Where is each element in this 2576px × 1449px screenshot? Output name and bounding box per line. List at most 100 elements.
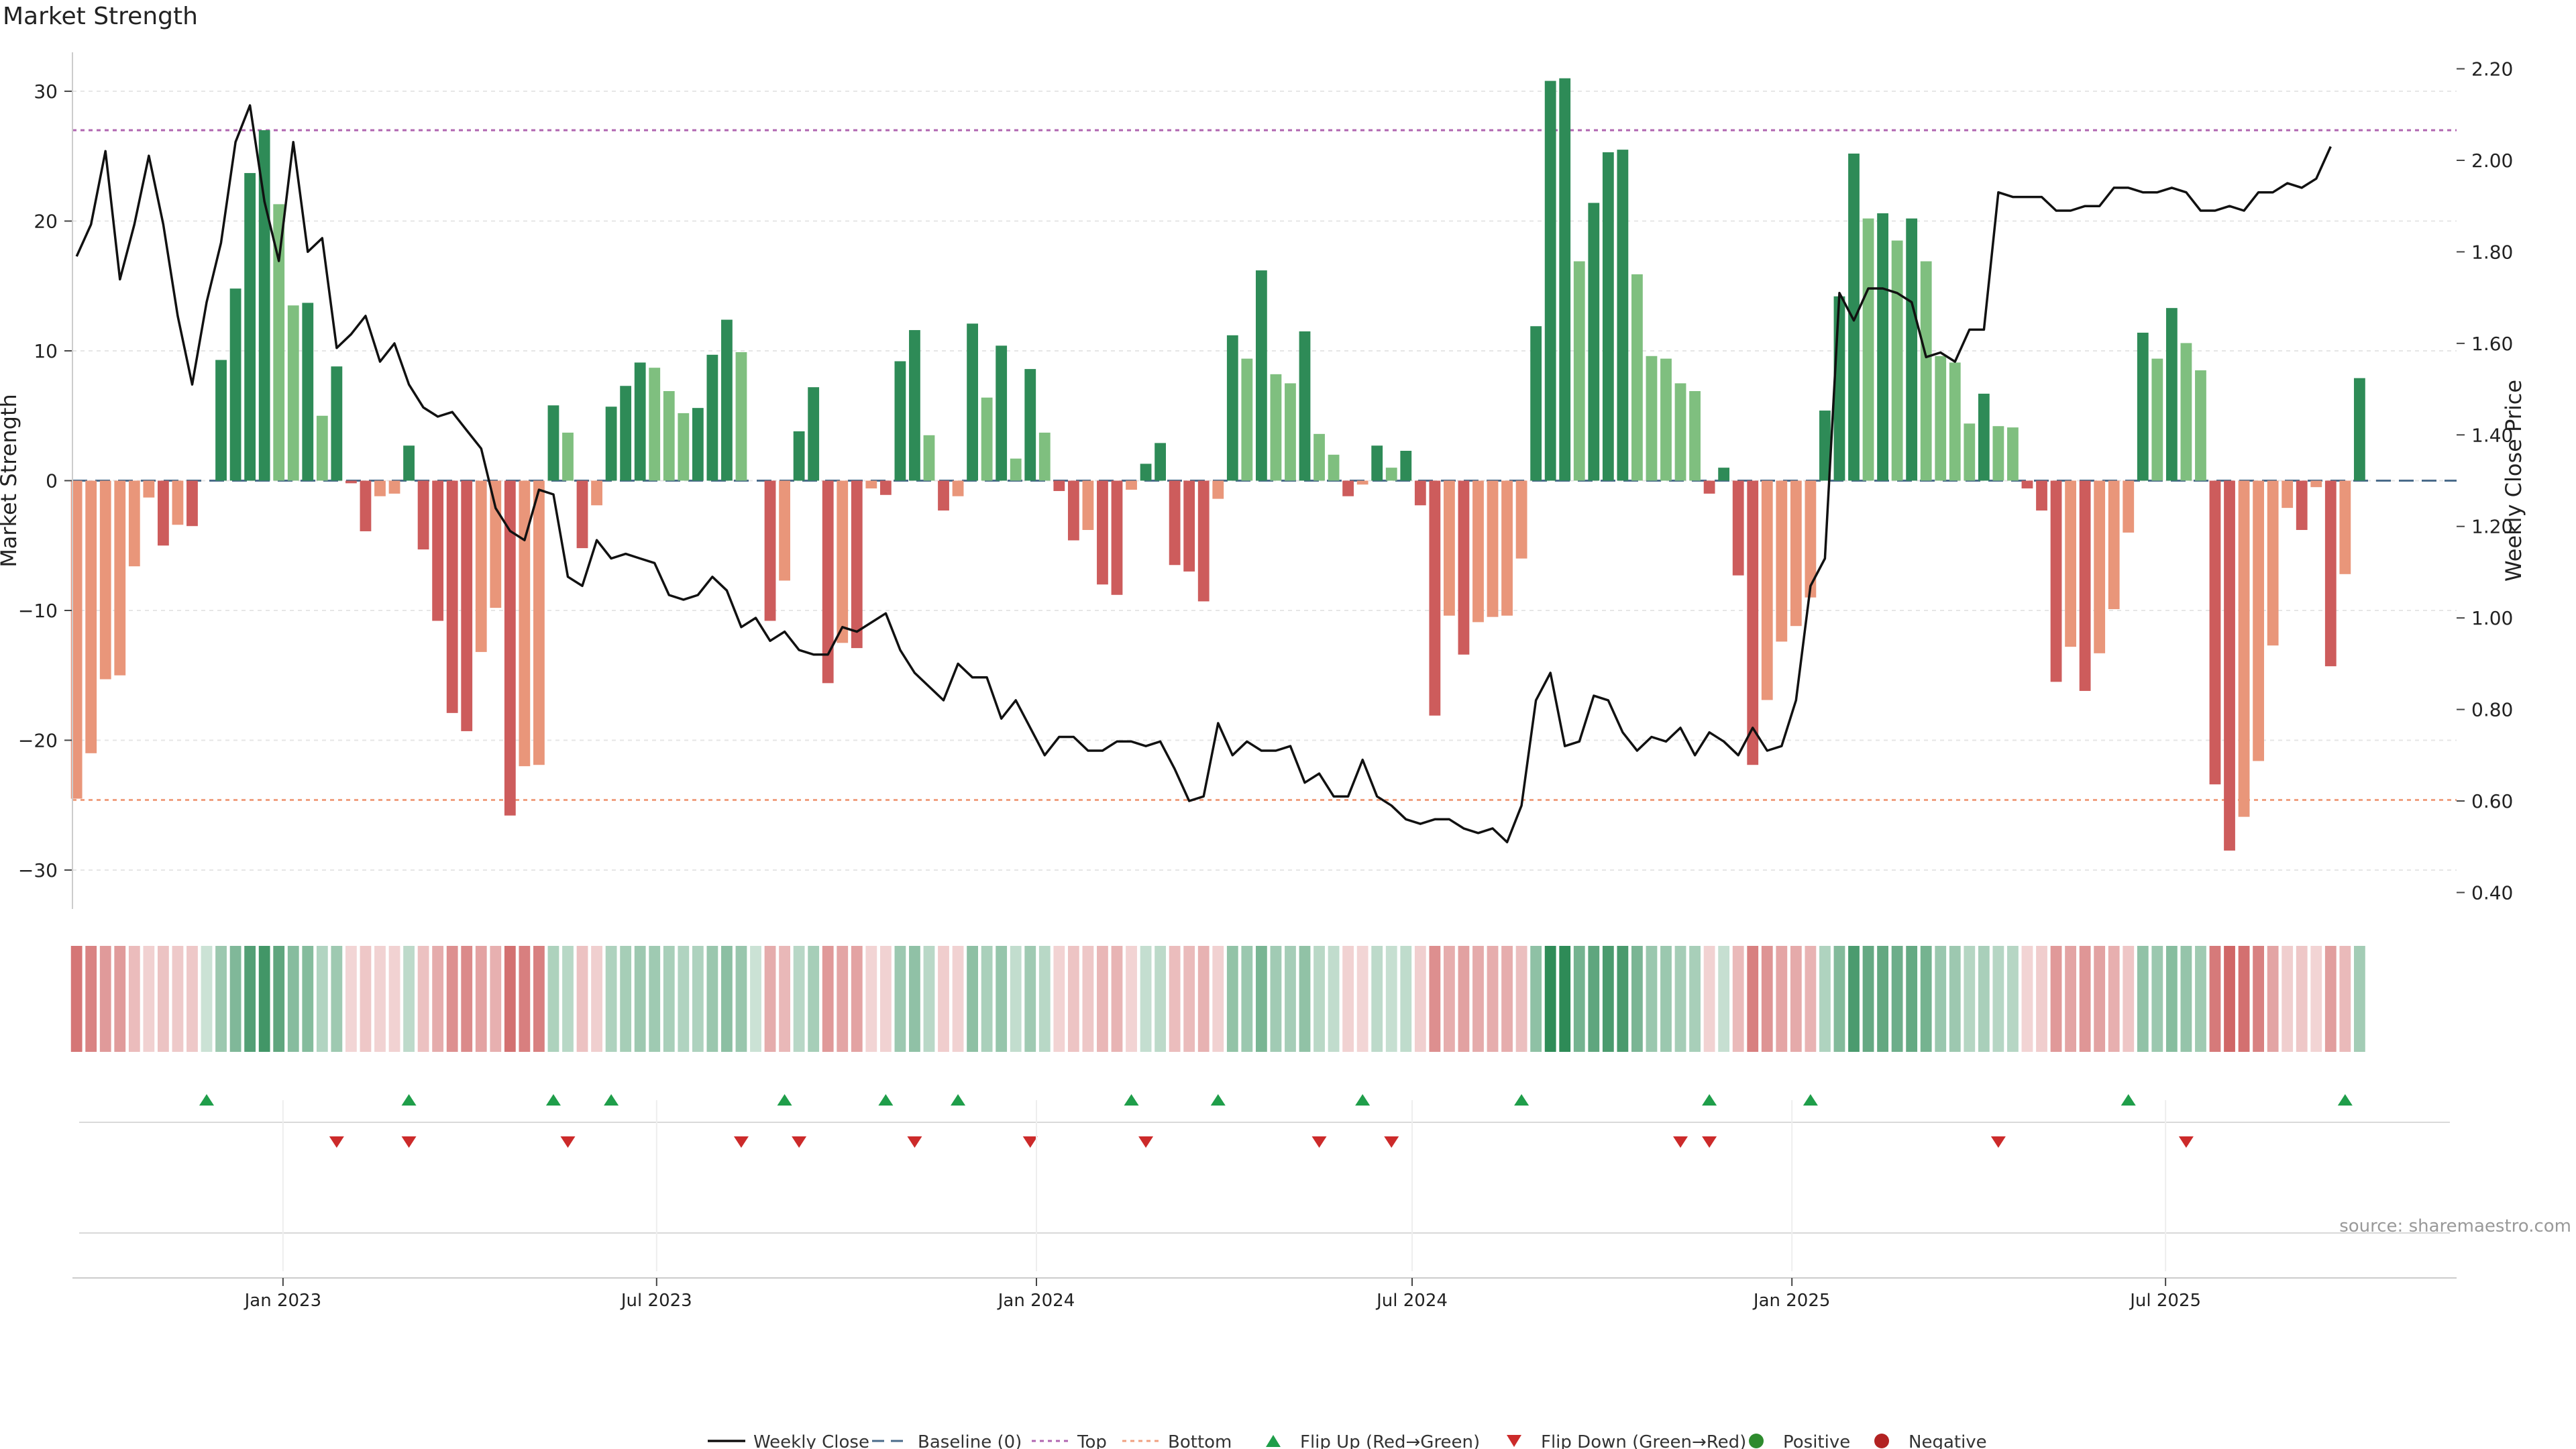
strength-bar (649, 368, 661, 481)
strength-bar (360, 480, 372, 531)
flip-down-marker (792, 1136, 807, 1148)
heat-cell (764, 946, 776, 1052)
strength-bar (2253, 480, 2265, 761)
strength-bar (605, 407, 617, 481)
strength-bar (1385, 468, 1397, 481)
heat-cell (2282, 946, 2294, 1052)
heat-cell (952, 946, 964, 1052)
heat-cell (1328, 946, 1340, 1052)
strength-bar (1660, 358, 1672, 481)
strength-bar (793, 431, 805, 481)
y-tick-label: −20 (18, 729, 58, 751)
heat-cell (620, 946, 632, 1052)
strength-bar (952, 480, 964, 496)
flip-up-marker (2121, 1094, 2136, 1106)
strength-bar (2108, 480, 2120, 610)
flip-down-marker (1311, 1136, 1327, 1148)
strength-bar (808, 387, 820, 481)
flip-up-marker (1210, 1094, 1226, 1106)
y-axis-label: Market Strength (0, 394, 21, 568)
chart-title: Market Strength (3, 3, 198, 30)
strength-bar (996, 345, 1008, 481)
strength-bar (2151, 358, 2163, 481)
heat-cell (822, 946, 834, 1052)
heat-cell (2036, 946, 2047, 1052)
strength-bar (461, 480, 473, 731)
heat-cell (1530, 946, 1542, 1052)
flip-down-marker (560, 1136, 576, 1148)
heat-cell (591, 946, 602, 1052)
strength-bar (967, 323, 978, 481)
heat-cell (374, 946, 386, 1052)
strength-bar (1328, 454, 1340, 481)
heat-cell (1299, 946, 1311, 1052)
heat-cell (1097, 946, 1108, 1052)
heat-cell (2007, 946, 2019, 1052)
heat-cell (273, 946, 285, 1052)
heat-cell (1515, 946, 1527, 1052)
heat-cell (316, 946, 328, 1052)
strength-bar (331, 366, 343, 481)
heat-cell (649, 946, 661, 1052)
heat-cell (172, 946, 184, 1052)
x-tick-label: Jul 2023 (620, 1291, 692, 1311)
strength-bar (822, 480, 834, 684)
heat-cell (446, 946, 458, 1052)
strength-bar (1906, 218, 1918, 481)
strength-bar (1833, 296, 1845, 481)
strength-bar (2324, 480, 2337, 667)
heat-cell (1356, 946, 1368, 1052)
strength-bar (1573, 261, 1585, 481)
y-tick-label: −30 (18, 859, 58, 881)
flip-down-marker (1673, 1136, 1688, 1148)
heat-cell (1761, 946, 1773, 1052)
strength-bar (1674, 383, 1686, 481)
strength-bars (70, 78, 2365, 851)
legend-label: Flip Up (Red→Green) (1300, 1432, 1480, 1449)
heat-cell (1703, 946, 1715, 1052)
strength-bar (1703, 480, 1715, 494)
legend-label: Baseline (0) (918, 1432, 1022, 1449)
heat-cell (519, 946, 531, 1052)
heat-cell (2267, 946, 2279, 1052)
strength-bar (1487, 480, 1499, 617)
strength-bar (1920, 261, 1932, 481)
heat-cell (721, 946, 733, 1052)
heat-cell (1689, 946, 1701, 1052)
strength-bar (1255, 270, 1267, 481)
strength-bar (519, 480, 531, 767)
heat-cell (403, 946, 415, 1052)
strength-bar (1038, 432, 1051, 481)
heat-cell (1038, 946, 1051, 1052)
strength-bar (345, 480, 357, 484)
y2-tick-label: 1.00 (2471, 607, 2513, 629)
heat-cell (1226, 946, 1238, 1052)
axes-layer: 30 20 10 0 −10 −20 −30 2.20 2.00 1.80 1.60 1.40 1.20… (0, 52, 2526, 909)
strength-bar (1631, 274, 1643, 481)
legend-negative-symbol (1874, 1434, 1889, 1448)
strength-bar (706, 354, 718, 481)
heat-cell (1891, 946, 1903, 1052)
source-label: source: sharemaestro.com (2339, 1216, 2571, 1236)
heat-cell (1472, 946, 1484, 1052)
strength-bar (273, 204, 285, 481)
flip-up-marker (878, 1094, 894, 1106)
y2-tick-label: 2.20 (2471, 58, 2513, 80)
strength-bar (302, 303, 314, 481)
strength-bar (1501, 480, 1513, 616)
strength-bar (2282, 480, 2294, 508)
strength-bar (1544, 80, 1556, 481)
heat-cell (1819, 946, 1831, 1052)
flip-markers (79, 1094, 2450, 1234)
heat-cell (1285, 946, 1296, 1052)
heat-cell (504, 946, 516, 1052)
strength-bar (2180, 343, 2192, 481)
y2-tick-label: 2.00 (2471, 150, 2513, 172)
heat-cell (967, 946, 978, 1052)
legend-label: Flip Down (Green→Red) (1541, 1432, 1746, 1449)
strength-bar (1356, 480, 1368, 485)
heat-cell (1126, 946, 1137, 1052)
heat-cell (1443, 946, 1455, 1052)
